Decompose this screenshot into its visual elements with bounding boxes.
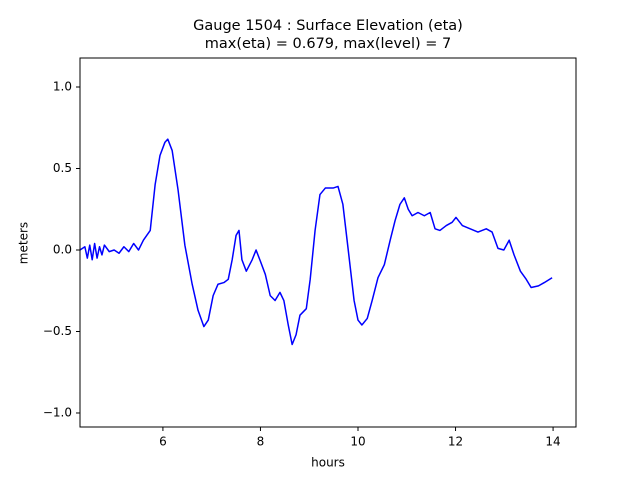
y-tick-label: −1.0 (43, 405, 72, 419)
y-axis-label: meters (17, 222, 31, 264)
x-tick-label: 6 (159, 435, 167, 449)
chart-subtitle: max(eta) = 0.679, max(level) = 7 (205, 36, 451, 52)
plot-frame (79, 57, 577, 428)
x-tick-label: 12 (448, 435, 463, 449)
y-tick-label: −0.5 (43, 324, 72, 338)
x-tick-label: 14 (545, 435, 560, 449)
data-line (79, 138, 553, 346)
y-tick-label: 0.5 (53, 161, 72, 175)
x-axis-label: hours (311, 456, 345, 470)
x-tick-label: 8 (257, 435, 265, 449)
x-tick-label: 10 (350, 435, 365, 449)
y-tick-label: 1.0 (53, 80, 72, 94)
chart-title: Gauge 1504 : Surface Elevation (eta) (193, 18, 463, 34)
y-tick-label: 0.0 (53, 242, 72, 256)
